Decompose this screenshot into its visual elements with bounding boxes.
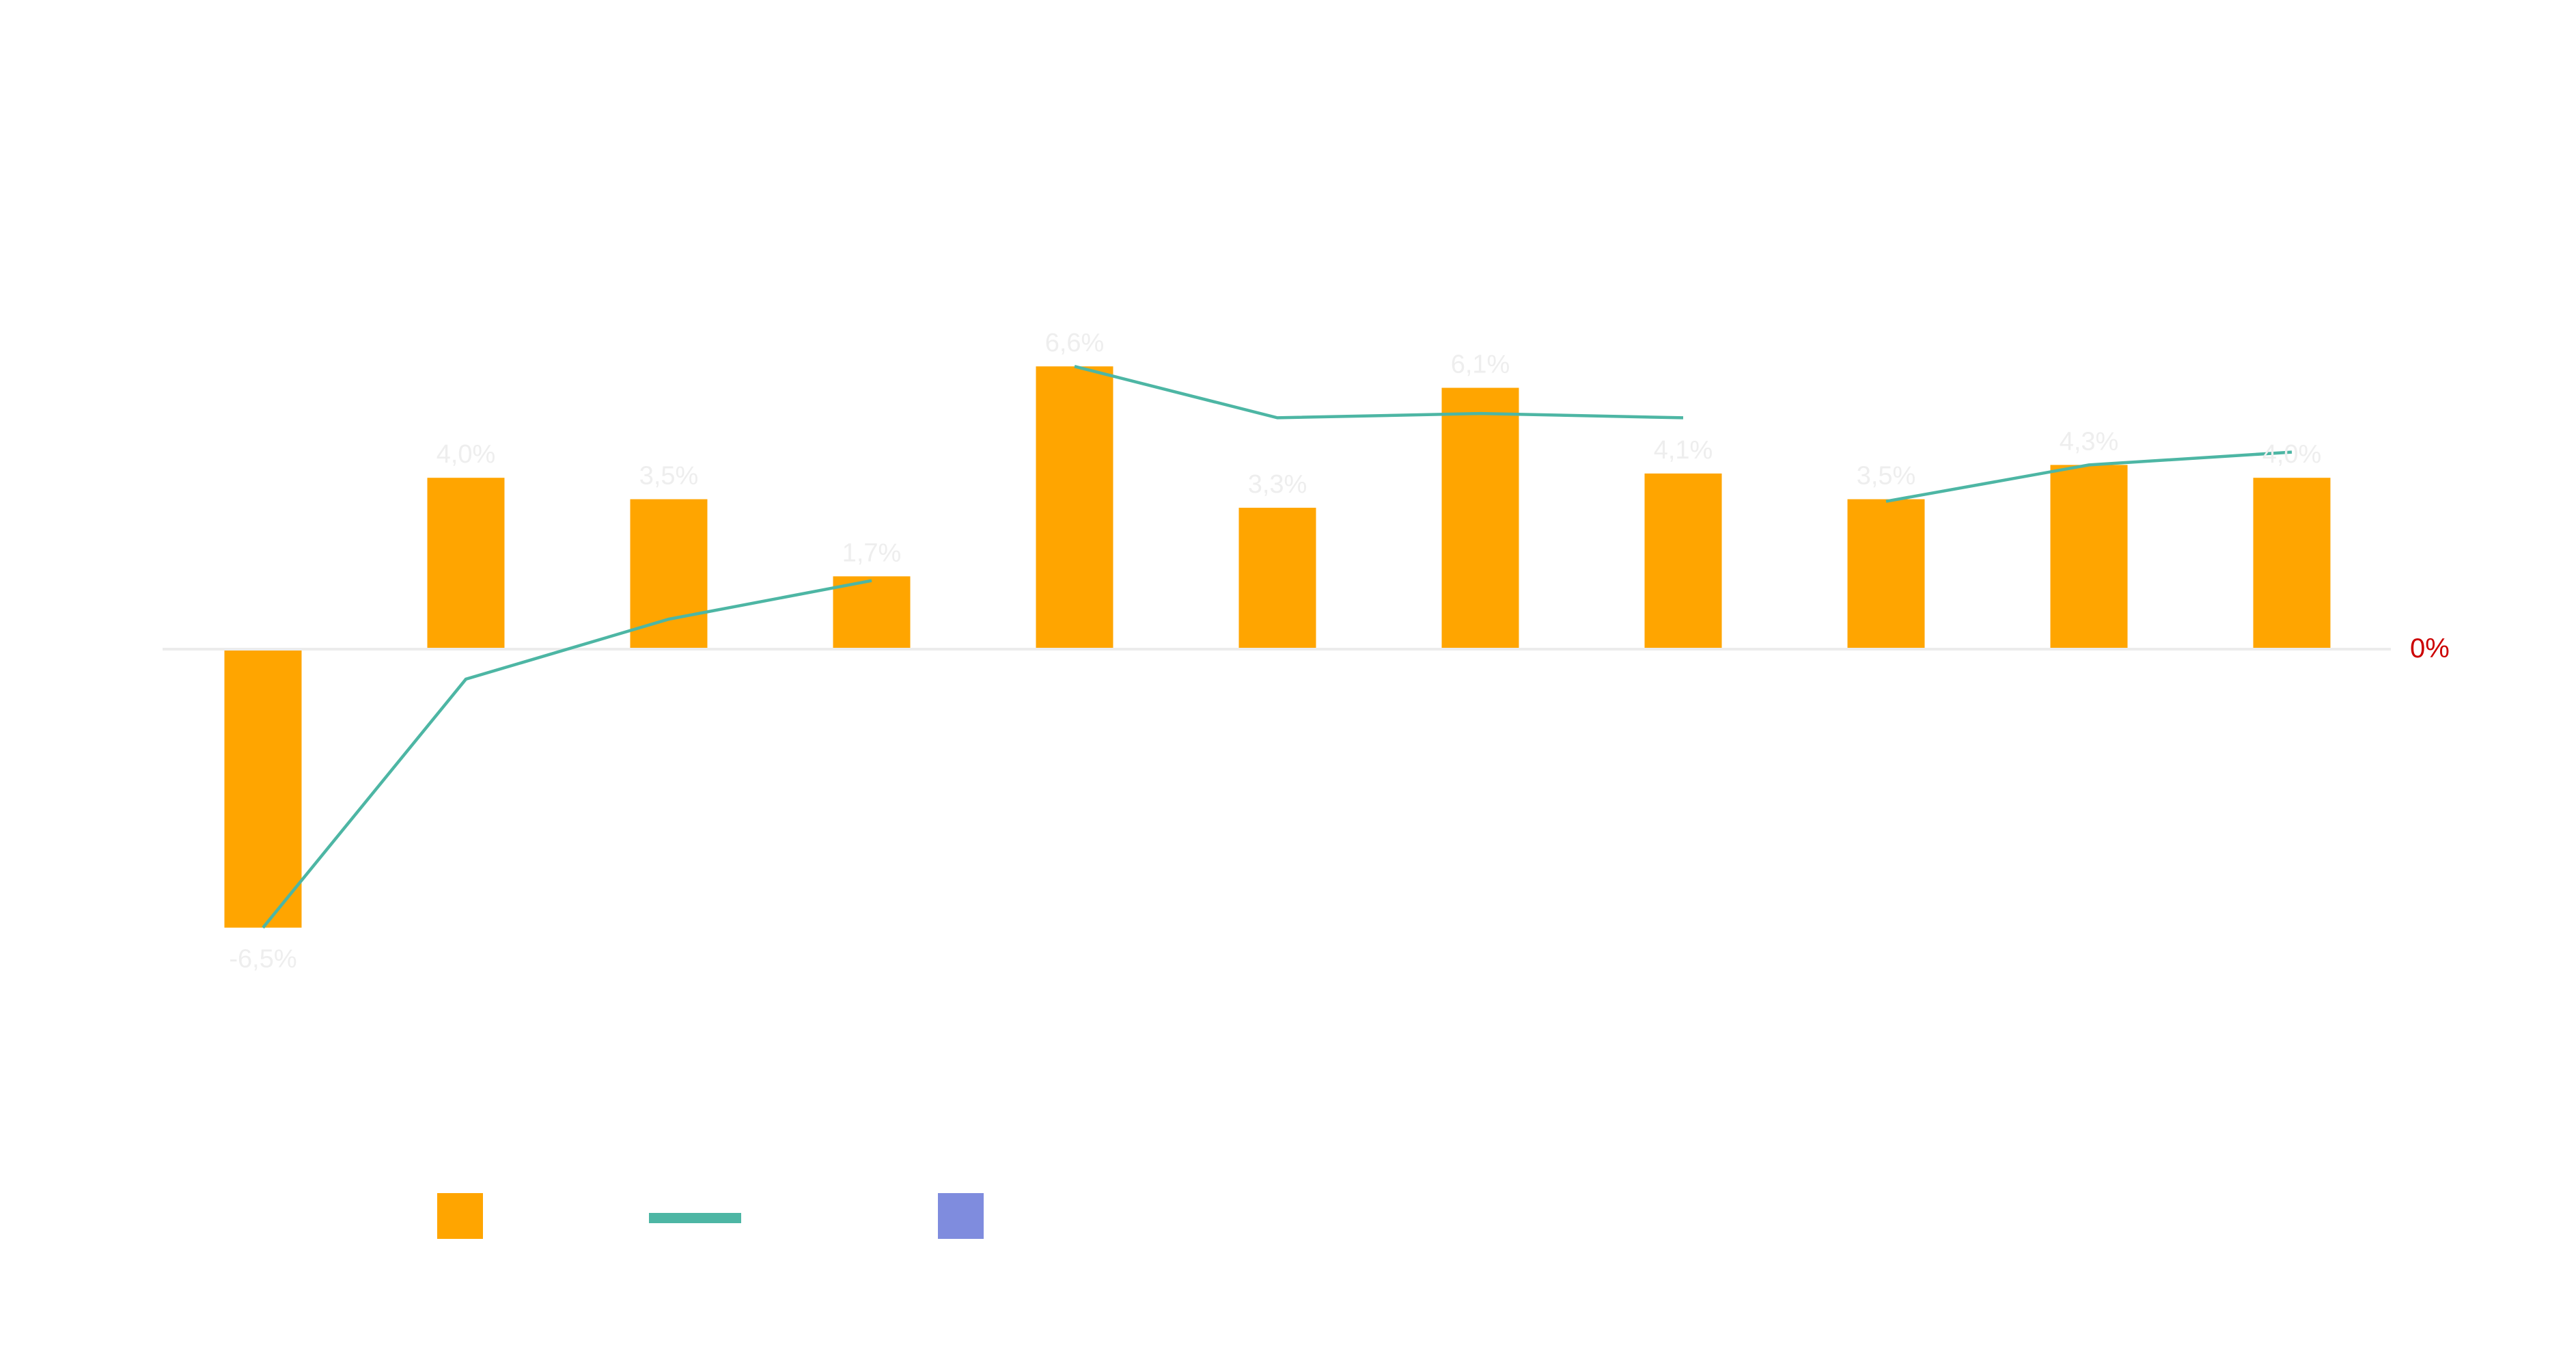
line-segment bbox=[262, 579, 872, 929]
line-segment bbox=[1074, 364, 1684, 420]
bar bbox=[1238, 508, 1316, 649]
data-label: 3,5% bbox=[1857, 462, 1916, 491]
bar bbox=[427, 478, 505, 649]
data-labels: -6,5% 4,0% 3,5% 1,7% 6,6% 3,3% 6,1% 4,1% 3,5% 4,3… bbox=[229, 329, 2321, 973]
bar bbox=[833, 576, 911, 649]
legend-swatch-line[interactable] bbox=[649, 1213, 741, 1223]
bar bbox=[1847, 499, 1925, 649]
data-label: 4,0% bbox=[2262, 440, 2322, 469]
bar bbox=[1644, 473, 1722, 649]
bar bbox=[2253, 478, 2331, 649]
legend-swatch-bar[interactable] bbox=[437, 1193, 483, 1239]
legend bbox=[437, 1193, 984, 1239]
bar bbox=[2050, 465, 2128, 649]
data-label: 6,1% bbox=[1451, 351, 1510, 379]
bar bbox=[224, 649, 302, 928]
legend-swatch-series-3[interactable] bbox=[938, 1193, 984, 1239]
bar bbox=[630, 499, 708, 649]
data-label: 6,6% bbox=[1045, 329, 1105, 357]
zero-axis-label: 0% bbox=[2410, 633, 2450, 664]
data-label: 4,0% bbox=[437, 440, 496, 469]
line-segment bbox=[1885, 450, 2293, 503]
data-label: -6,5% bbox=[229, 945, 296, 974]
data-label: 3,3% bbox=[1248, 470, 1307, 499]
data-label: 4,1% bbox=[1654, 436, 1713, 465]
bar bbox=[1036, 366, 1113, 649]
data-label: 4,3% bbox=[2060, 427, 2119, 456]
data-label: 1,7% bbox=[842, 538, 902, 567]
data-label: 3,5% bbox=[639, 462, 699, 491]
bar bbox=[1441, 387, 1519, 649]
line-series bbox=[262, 364, 2293, 929]
bars bbox=[224, 366, 2331, 928]
